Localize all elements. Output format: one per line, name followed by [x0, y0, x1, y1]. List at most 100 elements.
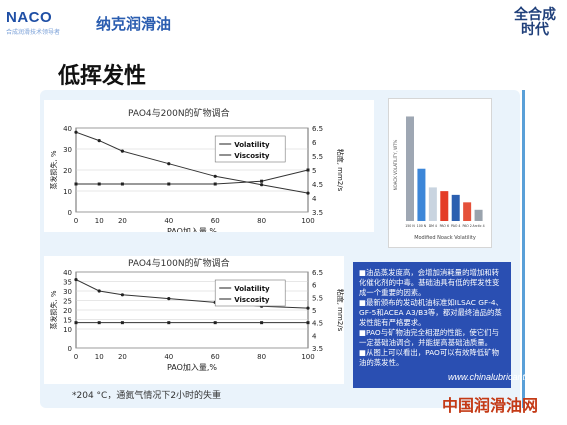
viscosity-point: [306, 321, 310, 325]
bar-category-label: Arctic 4: [473, 224, 485, 228]
viscosity-point: [97, 182, 101, 186]
header-bar: NACO 合成润滑技术领导者 纳克润滑油 全合成 时代: [0, 0, 567, 42]
x-tick-label: 0: [74, 217, 78, 225]
x-tick-label: 80: [257, 217, 266, 225]
viscosity-point: [74, 321, 78, 325]
y-right-tick-label: 4.5: [312, 320, 323, 328]
chart-1-svg: 0 10 20 30 40 3.5 4 4.5 5 5.5 6 6.5 0 10 20 40 60 80 100 PA…: [49, 125, 345, 236]
y-left-tick-label: 0: [68, 209, 72, 217]
volatility-point: [120, 293, 124, 297]
viscosity-point: [167, 321, 171, 325]
viscosity-point: [260, 321, 264, 325]
legend-volatility-label: Volatility: [234, 285, 270, 293]
x-tick-label: 60: [211, 217, 220, 225]
y-right-tick-label: 6: [312, 139, 317, 147]
viscosity-point: [74, 182, 78, 186]
info-item-1: ■油品蒸发度高，会增加消耗量的增加和转化催化剂的中毒。基础油具有低的挥发性变成一…: [359, 268, 500, 297]
watermark-text: 中国润滑油网: [442, 396, 539, 415]
x-tick-label: 10: [95, 353, 104, 361]
x-tick-label: 0: [74, 353, 78, 361]
chart-pao4-200n: PAO4与200N的矿物调合 0 10 20 30 40 3.5 4 4.5 5 5.5 6 6.5 0…: [44, 100, 374, 236]
y-left-tick-label: 20: [63, 307, 72, 315]
y-right-axis-label: 粘度, mm2/s: [336, 289, 344, 332]
y-left-tick-label: 30: [63, 146, 72, 154]
bar: [451, 194, 460, 221]
viscosity-point: [306, 168, 310, 172]
y-left-axis-label: 蒸发损失, %: [49, 290, 58, 329]
bar-category-label: 100 N: [417, 224, 427, 228]
legend-volatility-label: Volatility: [234, 141, 270, 149]
chart-pao4-100n: PAO4与100N的矿物调合 0 10 15 20 25 30 35 40 3.5 4 4.5 5 5.…: [44, 256, 345, 384]
y-left-axis-label: 蒸发损失, %: [49, 150, 58, 189]
bar: [428, 187, 437, 221]
chart-1-title: PAO4与200N的矿物调合: [128, 109, 230, 119]
volatility-point: [306, 306, 310, 310]
naco-logo: NACO 合成润滑技术领导者: [6, 9, 60, 36]
volatility-point: [167, 297, 171, 301]
logo-text: NACO: [6, 9, 53, 26]
volatility-point: [97, 139, 101, 143]
series-viscosity-line: [76, 169, 309, 185]
x-tick-label: 40: [164, 217, 173, 225]
noack-bar-chart: NOACK VOLATILITY, WT% 150 N 100 N DM 4 PAO 6…: [388, 98, 492, 248]
y-left-tick-label: 25: [63, 298, 72, 306]
y-right-tick-label: 4: [312, 195, 317, 203]
info-item-2: ■最新颁布的发动机油标准如ILSAC GF-4、GF-5和ACEA A3/B3等…: [359, 298, 503, 327]
y-right-tick-label: 4: [312, 332, 317, 340]
info-item-4: ■从图上可以看出，PAO可以有效降低矿物油的蒸发性。: [359, 348, 499, 367]
x-tick-label: 60: [211, 353, 220, 361]
bar: [417, 168, 426, 221]
y-right-tick-label: 6.5: [312, 125, 323, 133]
x-tick-label: 20: [118, 217, 127, 225]
viscosity-point: [97, 321, 101, 325]
x-tick-label: 100: [301, 353, 314, 361]
y-right-tick-label: 5: [312, 307, 316, 315]
y-left-tick-label: 10: [63, 188, 72, 196]
bar: [440, 191, 449, 221]
footnote: *204 °C，通氮气情况下2小时的失重: [72, 391, 222, 401]
y-left-tick-label: 0: [68, 345, 72, 353]
viscosity-point: [213, 182, 217, 186]
y-right-tick-label: 3.5: [312, 345, 323, 353]
y-left-tick-label: 40: [63, 269, 72, 277]
bar: [474, 209, 483, 221]
bar-category-label: DM 4: [429, 224, 437, 228]
slide-title: 低挥发性: [58, 64, 147, 89]
viscosity-point: [260, 179, 264, 183]
x-axis-label: PAO加入量,%: [167, 362, 217, 372]
y-right-tick-label: 6: [312, 282, 317, 290]
y-right-tick-label: 5: [312, 167, 316, 175]
volatility-point: [167, 162, 171, 166]
x-tick-label: 10: [95, 217, 104, 225]
logo-subtitle: 合成润滑技术领导者: [6, 29, 61, 36]
bar-category-label: 150 N: [405, 224, 415, 228]
viscosity-point: [120, 321, 124, 325]
legend-viscosity-label: Viscosity: [234, 296, 270, 304]
y-left-tick-label: 40: [63, 125, 72, 133]
y-right-tick-label: 5.5: [312, 294, 323, 302]
brand-name: 纳克润滑油: [96, 15, 172, 33]
legend-box: [214, 279, 286, 307]
bar-y-axis-label: NOACK VOLATILITY, WT%: [393, 139, 398, 190]
y-left-tick-label: 15: [63, 317, 72, 325]
bar: [463, 202, 472, 221]
y-left-tick-label: 10: [63, 326, 72, 334]
info-item-3: ■PAO与矿物油完全相混的性能，使它们与一定基础油调合，并能提高基础油质量。: [359, 328, 499, 347]
volatility-point: [306, 191, 310, 195]
chart-2-title: PAO4与100N的矿物调合: [128, 259, 230, 269]
y-right-tick-label: 4.5: [312, 181, 323, 189]
volatility-point: [74, 130, 78, 134]
volatility-point: [120, 149, 124, 153]
legend-viscosity-label: Viscosity: [234, 152, 270, 160]
y-right-axis-label: 粘度, mm2/s: [336, 149, 345, 192]
bar-x-axis-label: Modified Noack Volatility: [414, 235, 476, 241]
chart-3-svg: NOACK VOLATILITY, WT% 150 N 100 N DM 4 PAO 6…: [393, 116, 485, 241]
bar-category-label: PAO 6: [440, 224, 449, 228]
volatility-point: [213, 174, 217, 178]
viscosity-point: [213, 321, 217, 325]
x-tick-label: 80: [257, 353, 266, 361]
info-box: ■油品蒸发度高，会增加消耗量的增加和转化催化剂的中毒。基础油具有低的挥发性变成一…: [353, 262, 511, 388]
watermark-url: www.chinalubricant.com: [448, 372, 545, 382]
slogan-line-1: 全合成: [514, 7, 556, 23]
